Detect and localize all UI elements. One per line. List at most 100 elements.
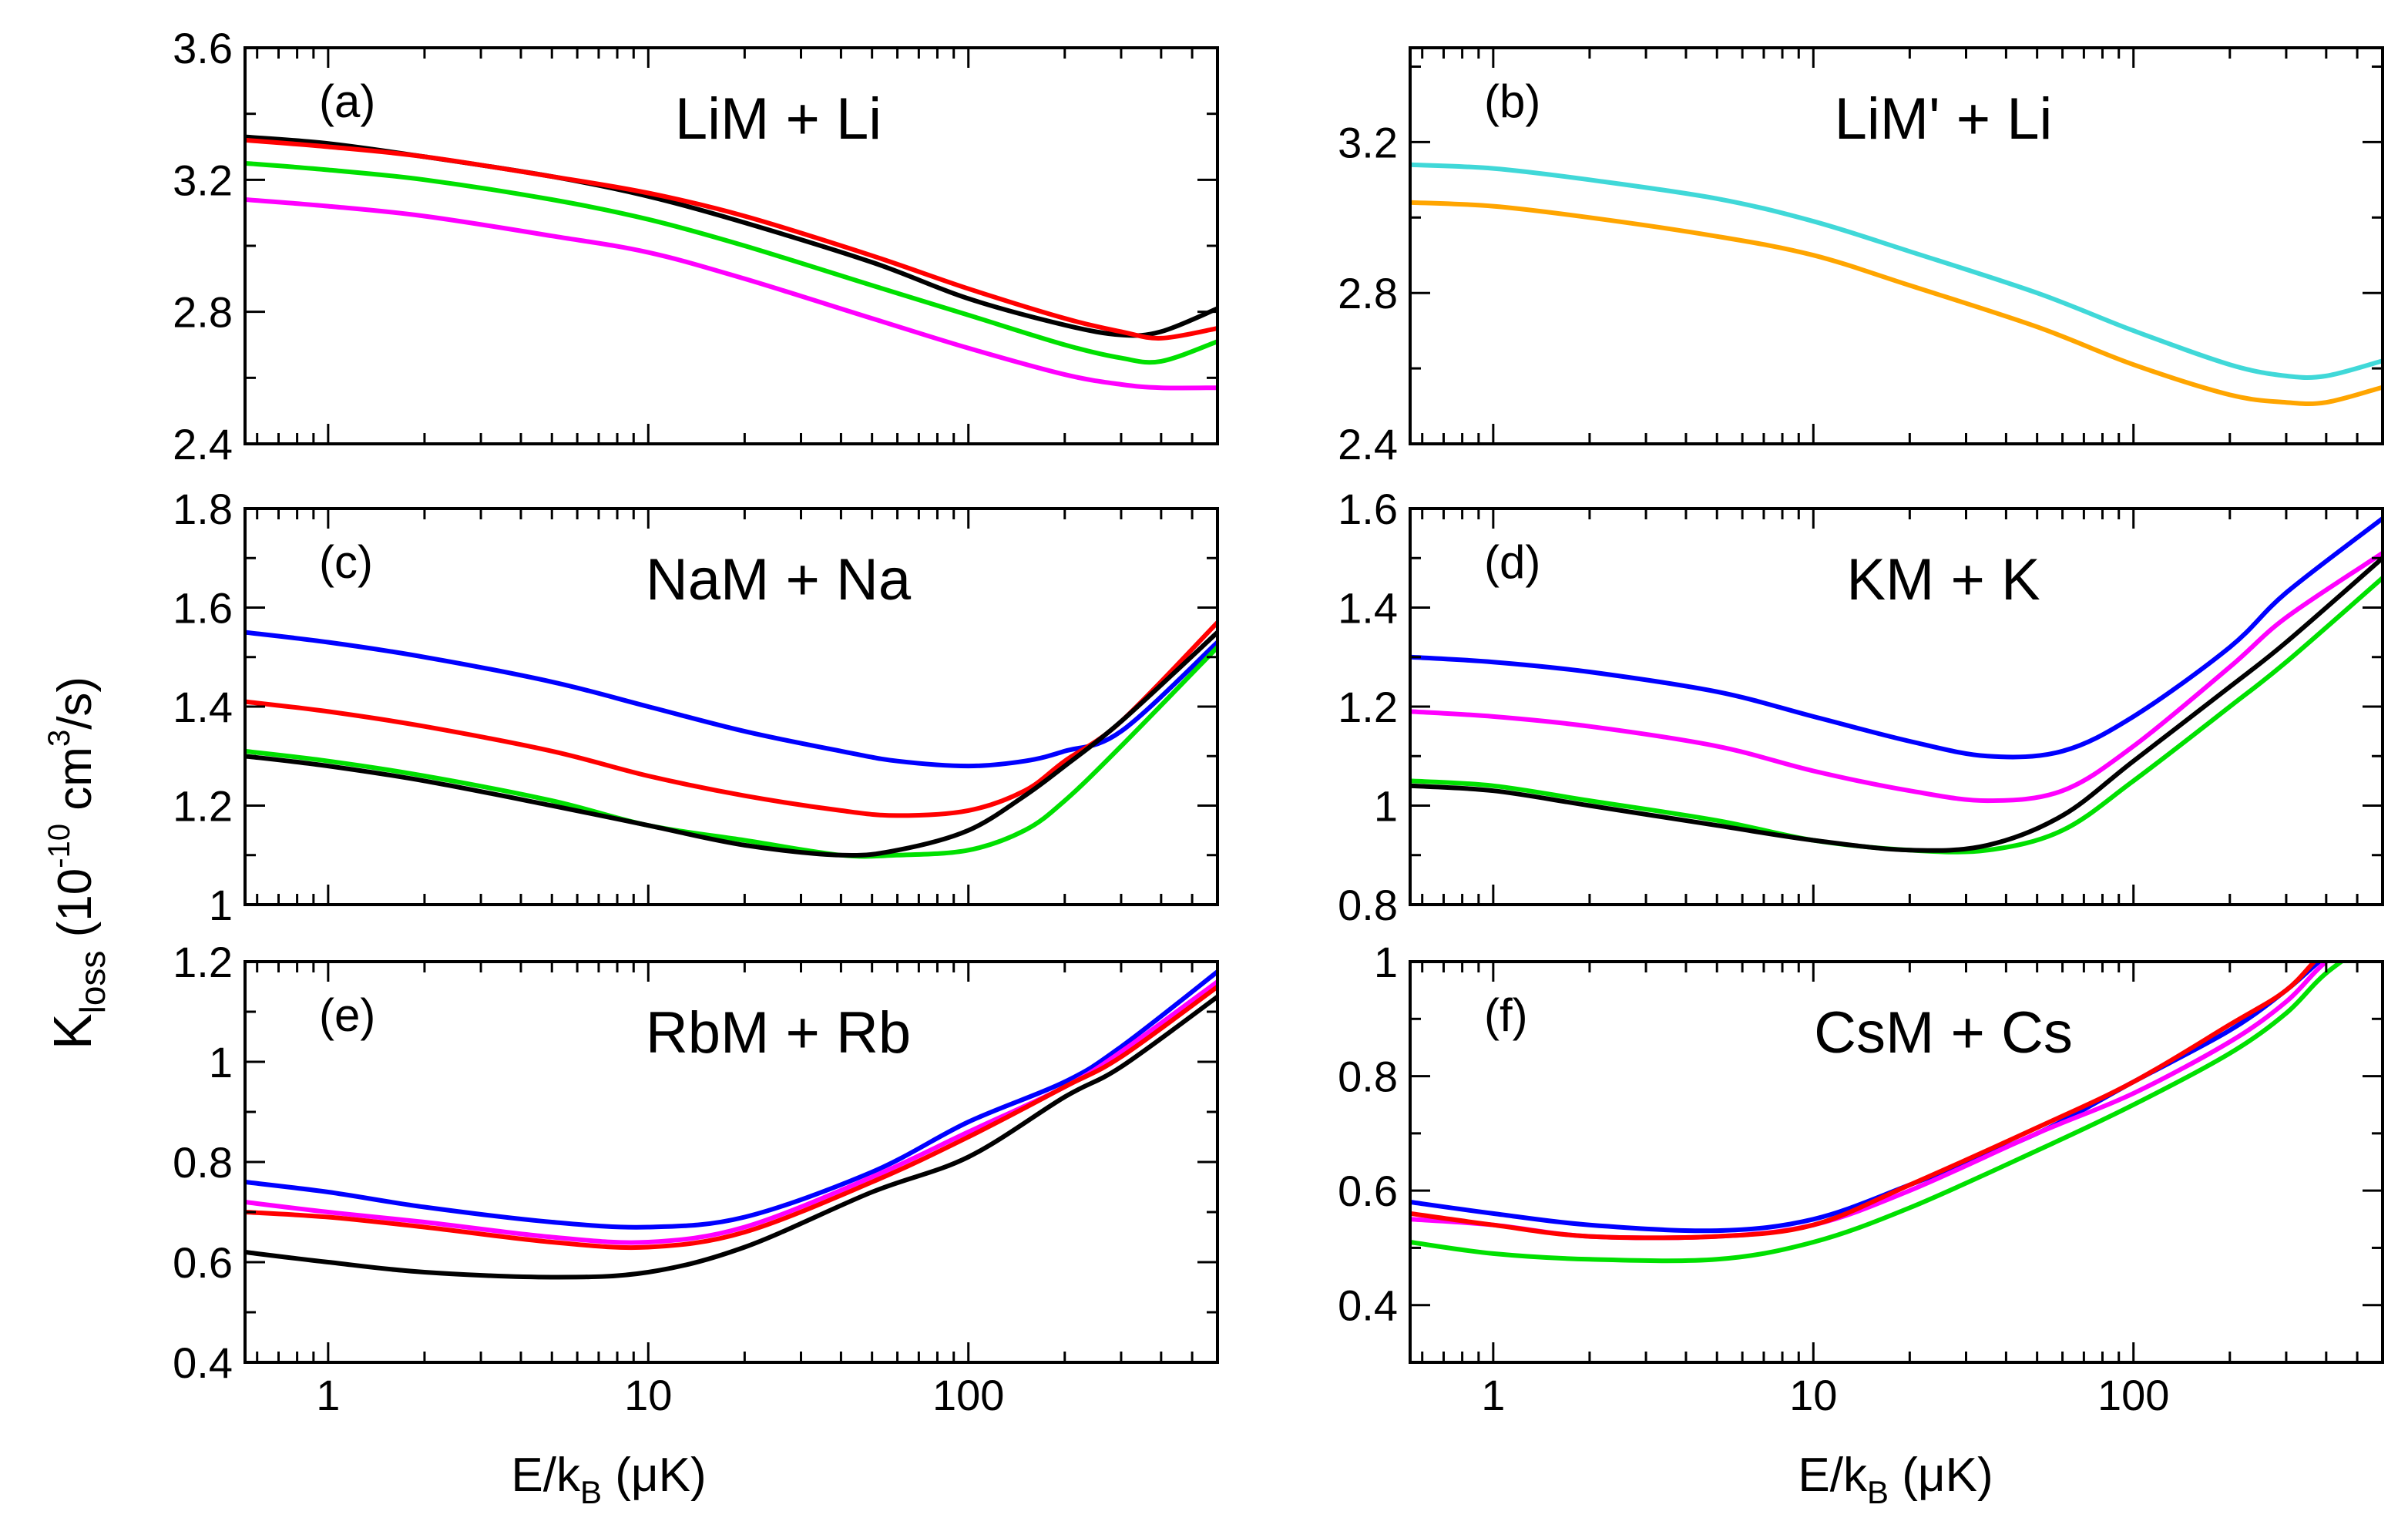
x-axis-label-right: E/kB (μK) [1798,1449,1993,1510]
panel-f-series-red [1410,962,2318,1241]
panel-f-frame [1409,960,2384,1364]
panel-d-series-blue [1410,515,2383,760]
panel-a: 2.4 2.8 3.2 3.6 (a) LiM + Li [173,24,1219,468]
panel-c-ticks [245,507,1219,906]
panel-f-ticks [1410,960,2384,1364]
panels-group: 2.4 2.8 3.2 3.6 (a) LiM + Li 2.4 2.8 3.2 (b) LiM' … [173,24,2384,1419]
panel-a-series-black [245,134,1217,338]
panel-b-ytick-label: 3.2 [1338,118,1398,166]
panel-d-series [1410,515,2383,855]
panel-a-ticks [245,46,1219,445]
panel-c-ytick-label: 1 [209,881,233,929]
panel-d-ytick-label: 1.2 [1338,683,1398,731]
panel-c-tag: (c) [319,536,373,588]
x-axis-label-right-rest: (μK) [1889,1449,1993,1502]
panel-f-xtick-label: 10 [1789,1371,1837,1419]
panel-d-ticks [1410,507,2384,906]
panel-e-xtick-label: 1 [316,1371,340,1419]
y-axis-label-part3: /s) [49,677,102,730]
panel-b-tag: (b) [1484,76,1540,127]
panel-d-series-green [1410,576,2383,855]
panel-a-ytick-label: 2.4 [173,420,233,468]
y-axis-label: Kloss (10-10 cm3/s) [42,677,113,1049]
panel-a-ytick-label: 3.2 [173,156,233,204]
panel-d-series-black [1410,556,2383,853]
panel-e-ytick-label: 0.6 [173,1238,233,1287]
panel-f-series [1410,962,2346,1264]
panel-b-title: LiM' + Li [1835,86,2053,152]
panel-f-ytick-label: 0.4 [1338,1281,1398,1330]
panel-d-ytick-label: 0.8 [1338,881,1398,929]
panel-e-series-red [245,984,1217,1251]
panel-c-ytick-label: 1.2 [173,782,233,831]
y-axis-label-part2: cm [49,747,102,824]
panel-c-series-red [245,620,1217,818]
y-axis-label-main: K [42,1013,102,1049]
panel-e: 1 10 100 0.4 0.6 0.8 1 1.2 (e) RbM + Rb [173,938,1219,1419]
panel-d-series-magenta [1410,550,2383,804]
panel-d-ytick-label: 1.4 [1338,584,1398,633]
panel-a-tag: (a) [319,76,375,127]
y-axis-label-part1: (10 [49,868,102,951]
panel-c-title: NaM + Na [646,547,912,613]
panel-b-ticks [1410,48,2384,445]
panel-d-title: KM + K [1846,547,2040,613]
panel-c-ytick-label: 1.8 [173,485,233,533]
panel-c-ytick-label: 1.6 [173,584,233,633]
y-axis-label-sub: loss [72,951,113,1014]
panel-b-series [1410,162,2383,407]
panel-b-series-orange [1410,200,2383,407]
panel-f-ytick-label: 0.8 [1338,1053,1398,1101]
panel-f-ytick-label: 1 [1374,938,1398,986]
panel-a-title: LiM + Li [675,86,882,152]
panel-e-series-black [245,994,1217,1280]
panel-f-series-green [1410,962,2346,1264]
panel-d-ytick-label: 1 [1374,782,1398,831]
panel-b: 2.4 2.8 3.2 (b) LiM' + Li [1338,46,2384,468]
panel-e-series-blue [245,969,1217,1230]
panel-d-tag: (d) [1484,536,1540,588]
x-axis-label-left-main: E/k [511,1449,581,1502]
panel-e-tag: (e) [319,989,375,1041]
panel-e-ticks [245,960,1219,1364]
panel-a-series-green [245,160,1217,365]
panel-c: 1 1.2 1.4 1.6 1.8 (c) NaM + Na [173,485,1219,929]
x-axis-label-left-rest: (μK) [602,1449,707,1502]
y-axis-label-exp2: 3 [42,730,76,747]
panel-b-frame [1409,46,2384,445]
panel-a-series-magenta [245,197,1217,391]
panel-a-series [245,134,1217,391]
x-axis-label-left: E/kB (μK) [511,1449,706,1510]
y-axis-label-exp1: -10 [42,824,76,868]
panel-f-xtick-label: 100 [2097,1371,2169,1419]
panel-d-ytick-label: 1.6 [1338,485,1398,533]
panel-c-ytick-label: 1.4 [173,683,233,731]
panel-b-series-cyan [1410,162,2383,380]
panel-c-series [245,620,1217,859]
panel-f: 1 10 100 0.4 0.6 0.8 1 (f) CsM + Cs [1338,938,2384,1419]
panel-a-ytick-label: 3.6 [173,24,233,72]
panel-f-xtick-label: 1 [1481,1371,1505,1419]
panel-e-ytick-label: 0.8 [173,1138,233,1187]
panel-e-ytick-label: 0.4 [173,1338,233,1387]
panel-e-ytick-label: 1 [209,1038,233,1086]
x-axis-label-left-sub: B [580,1474,602,1510]
x-axis-label-right-sub: B [1867,1474,1889,1510]
panel-f-tag: (f) [1484,989,1528,1041]
panel-e-series [245,969,1217,1280]
panel-c-series-black [245,630,1217,858]
panel-f-ytick-label: 0.6 [1338,1167,1398,1215]
panel-e-title: RbM + Rb [646,1000,911,1066]
panel-e-xtick-label: 100 [932,1371,1004,1419]
panel-d: 0.8 1 1.2 1.4 1.6 (d) KM + K [1338,485,2384,929]
panel-e-ytick-label: 1.2 [173,938,233,986]
panel-a-series-red [245,137,1217,341]
panel-c-series-blue [245,630,1217,769]
panel-a-ytick-label: 2.8 [173,288,233,337]
panel-b-ytick-label: 2.4 [1338,420,1398,468]
x-axis-label-right-main: E/k [1798,1449,1868,1502]
panel-f-title: CsM + Cs [1814,1000,2073,1066]
panel-b-ytick-label: 2.8 [1338,269,1398,317]
panel-e-xtick-label: 10 [624,1371,672,1419]
